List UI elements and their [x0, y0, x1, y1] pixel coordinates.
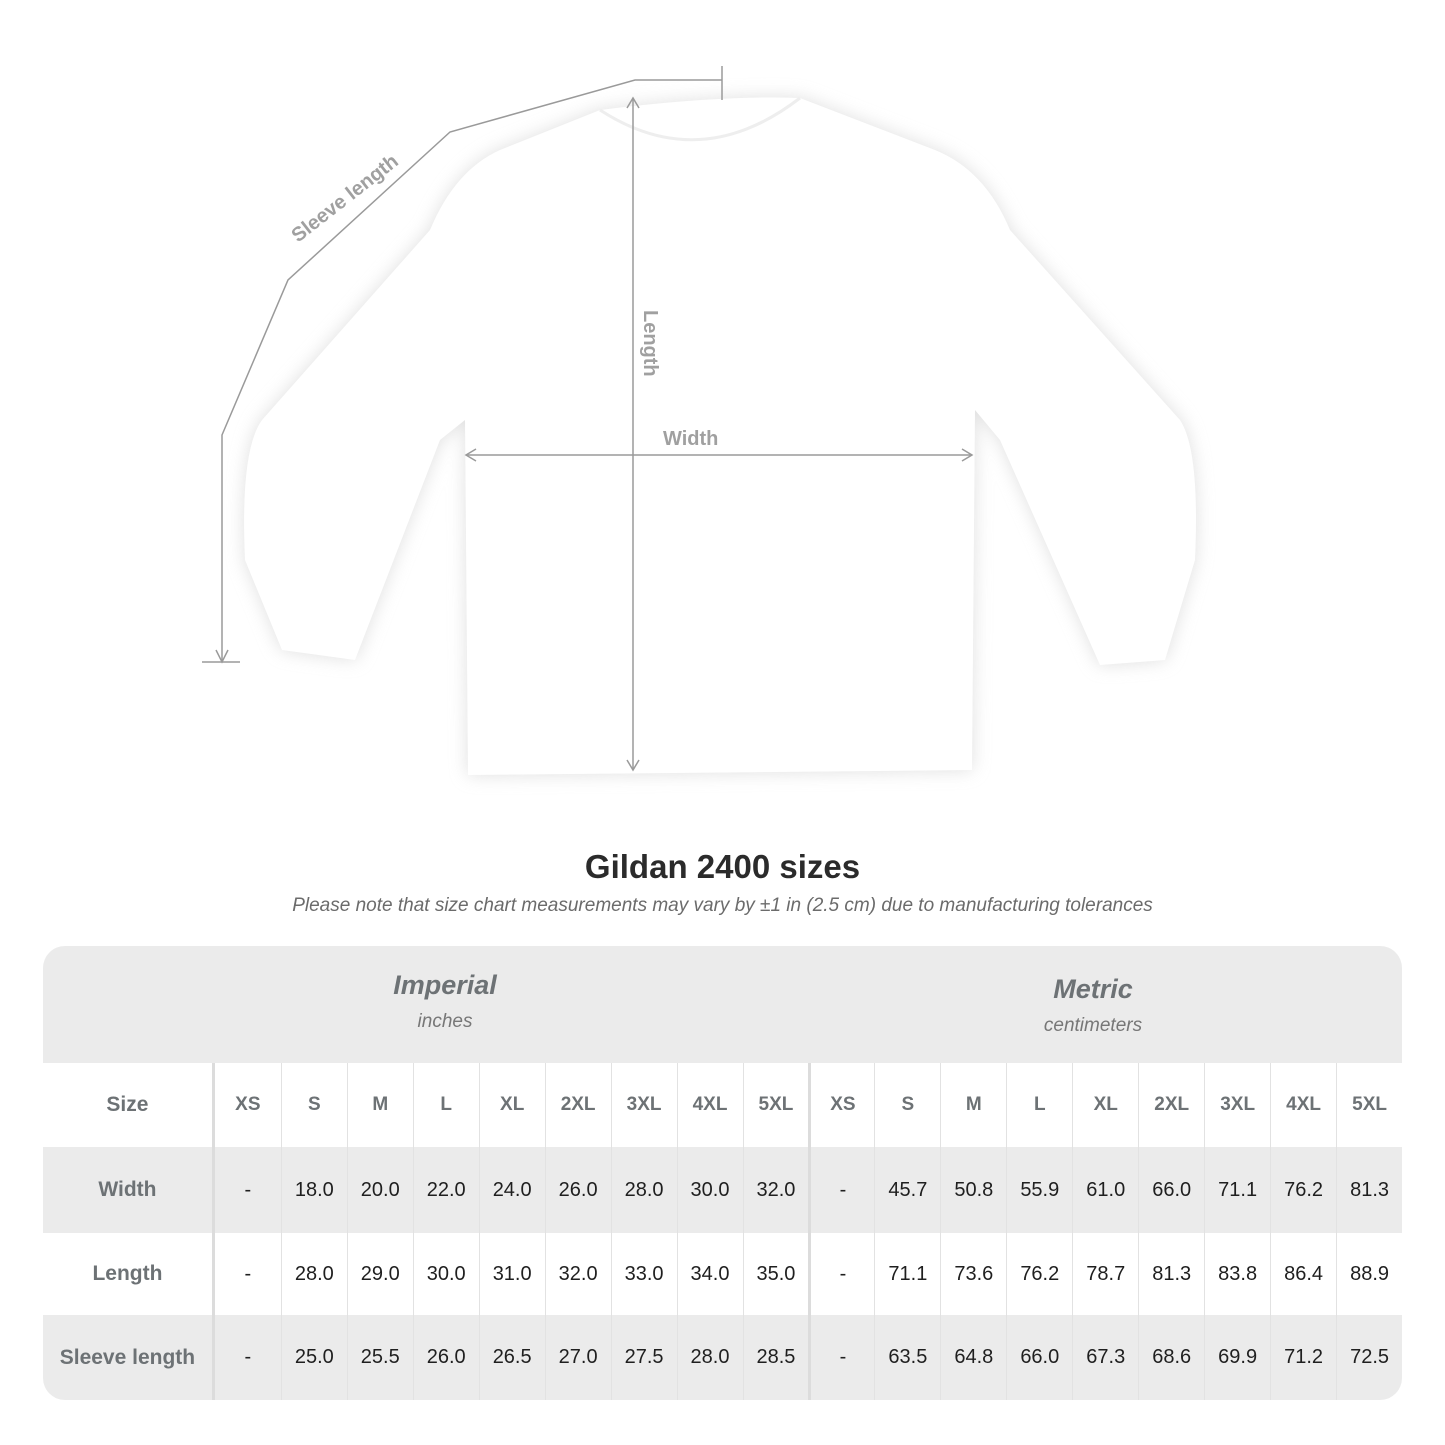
table-cell: 35.0 [742, 1233, 809, 1315]
table-cell: 28.0 [610, 1147, 677, 1233]
table-cell: 81.3 [1138, 1233, 1204, 1315]
table-cell: 29.0 [346, 1233, 413, 1315]
table-cell: 68.6 [1138, 1315, 1204, 1400]
size-header-cell: S [874, 1063, 940, 1147]
table-cell: 27.5 [610, 1315, 677, 1400]
table-cell: 20.0 [346, 1147, 413, 1233]
metric-unit: centimeters [1043, 1015, 1143, 1036]
size-header-cell: L [1006, 1063, 1072, 1147]
size-header-cell: XS [235, 1094, 261, 1115]
table-cell: 24.0 [478, 1147, 545, 1233]
table-cell: 66.0 [1006, 1315, 1072, 1400]
table-cell: 28.0 [280, 1233, 347, 1315]
size-header-cell: 3XL [1204, 1063, 1270, 1147]
size-header-cell: 5XL [742, 1063, 809, 1147]
collar [599, 96, 801, 142]
sleeve-length-line [202, 66, 723, 664]
table-cell: 26.5 [478, 1315, 545, 1400]
table-header-band: Imperial inches Metric centimeters [43, 946, 1402, 1063]
table-cell: 81.3 [1336, 1147, 1402, 1233]
table-cell: 76.2 [1006, 1233, 1072, 1315]
imperial-title: Imperial [393, 970, 497, 1000]
table-cell: 32.0 [544, 1233, 611, 1315]
size-table: Imperial inches Metric centimeters Size X… [43, 946, 1402, 1400]
table-cell: 27.0 [544, 1315, 611, 1400]
table-cell: 34.0 [676, 1233, 743, 1315]
imperial-unit: inches [417, 1011, 473, 1032]
table-cell: 71.1 [1204, 1147, 1270, 1233]
table-cell: - [244, 1346, 252, 1368]
size-header-cell: 5XL [1336, 1063, 1402, 1147]
table-cell: 28.0 [676, 1315, 743, 1400]
width-label: Width [663, 428, 718, 450]
shirt-body [244, 97, 1196, 775]
table-cell: 28.5 [742, 1315, 809, 1400]
size-header-row: Size XS S M L XL 2XL 3XL 4XL 5XL XS S M L XL 2XL 3XL 4XL 5… [43, 1063, 1402, 1147]
size-header-cell: 2XL [544, 1063, 611, 1147]
size-header-cell: M [346, 1063, 413, 1147]
length-label: Length [639, 310, 661, 377]
table-cell: 66.0 [1138, 1147, 1204, 1233]
size-label: Size [43, 1063, 215, 1147]
table-cell: 71.1 [874, 1233, 940, 1315]
table-row: Width -18.0 20.0 22.0 24.0 26.0 28.0 30.0 32.0-4… [43, 1147, 1402, 1233]
table-cell: - [244, 1178, 252, 1201]
table-cell: - [808, 1147, 874, 1233]
page-title: Gildan 2400 sizes [584, 848, 861, 885]
size-header-cell: 4XL [676, 1063, 743, 1147]
table-cell: 25.5 [346, 1315, 413, 1400]
table-cell: 73.6 [940, 1233, 1006, 1315]
size-header-cell: 3XL [610, 1063, 677, 1147]
tolerance-note: Please note that size chart measurements… [292, 895, 1153, 916]
table-cell: 88.9 [1336, 1233, 1402, 1315]
table-cell: 26.0 [412, 1315, 479, 1400]
table-cell: 71.2 [1270, 1315, 1336, 1400]
row-label: Width [43, 1147, 215, 1233]
row-label: Length [43, 1233, 215, 1315]
shirt-diagram: Sleeve length Length Width [202, 66, 1196, 775]
table-cell: 83.8 [1204, 1233, 1270, 1315]
table-cell: 31.0 [478, 1233, 545, 1315]
table-cell: 22.0 [412, 1147, 479, 1233]
size-header-cell: XL [478, 1063, 545, 1147]
table-cell: - [244, 1262, 252, 1285]
size-header-cell: 2XL [1138, 1063, 1204, 1147]
table-cell: 86.4 [1270, 1233, 1336, 1315]
length-line [626, 96, 640, 772]
table-cell: 64.8 [940, 1315, 1006, 1400]
table-cell: - [808, 1233, 874, 1315]
table-cell: 78.7 [1072, 1233, 1138, 1315]
size-header-cell: XS [808, 1063, 874, 1147]
row-label: Sleeve length [43, 1315, 215, 1400]
size-header-cell: M [940, 1063, 1006, 1147]
size-header-cell: 4XL [1270, 1063, 1336, 1147]
table-row: Length -28.0 29.0 30.0 31.0 32.0 33.0 34.0 35.0-… [43, 1233, 1402, 1315]
imperial-header: Imperial inches [195, 970, 695, 1033]
table-cell: 72.5 [1336, 1315, 1402, 1400]
table-cell: 55.9 [1006, 1147, 1072, 1233]
table-cell: 18.0 [280, 1147, 347, 1233]
table-cell: 32.0 [742, 1147, 809, 1233]
table-cell: 50.8 [940, 1147, 1006, 1233]
table-cell: 61.0 [1072, 1147, 1138, 1233]
table-cell: 69.9 [1204, 1315, 1270, 1400]
size-header-cell: S [280, 1063, 347, 1147]
table-cell: 33.0 [610, 1233, 677, 1315]
metric-title: Metric [1053, 974, 1133, 1004]
table-cell: 30.0 [412, 1233, 479, 1315]
table-row: Sleeve length -25.0 25.5 26.0 26.5 27.0 27.5 28… [43, 1315, 1402, 1400]
table-cell: 67.3 [1072, 1315, 1138, 1400]
table-cell: 63.5 [874, 1315, 940, 1400]
table-cell: - [808, 1315, 874, 1400]
table-cell: 45.7 [874, 1147, 940, 1233]
size-header-cell: L [412, 1063, 479, 1147]
metric-header: Metric centimeters [843, 974, 1343, 1037]
sleeve-length-label: Sleeve length [288, 150, 403, 247]
table-cell: 30.0 [676, 1147, 743, 1233]
width-line [464, 448, 974, 462]
table-cell: 25.0 [280, 1315, 347, 1400]
table-cell: 76.2 [1270, 1147, 1336, 1233]
size-header-cell: XL [1072, 1063, 1138, 1147]
table-cell: 26.0 [544, 1147, 611, 1233]
